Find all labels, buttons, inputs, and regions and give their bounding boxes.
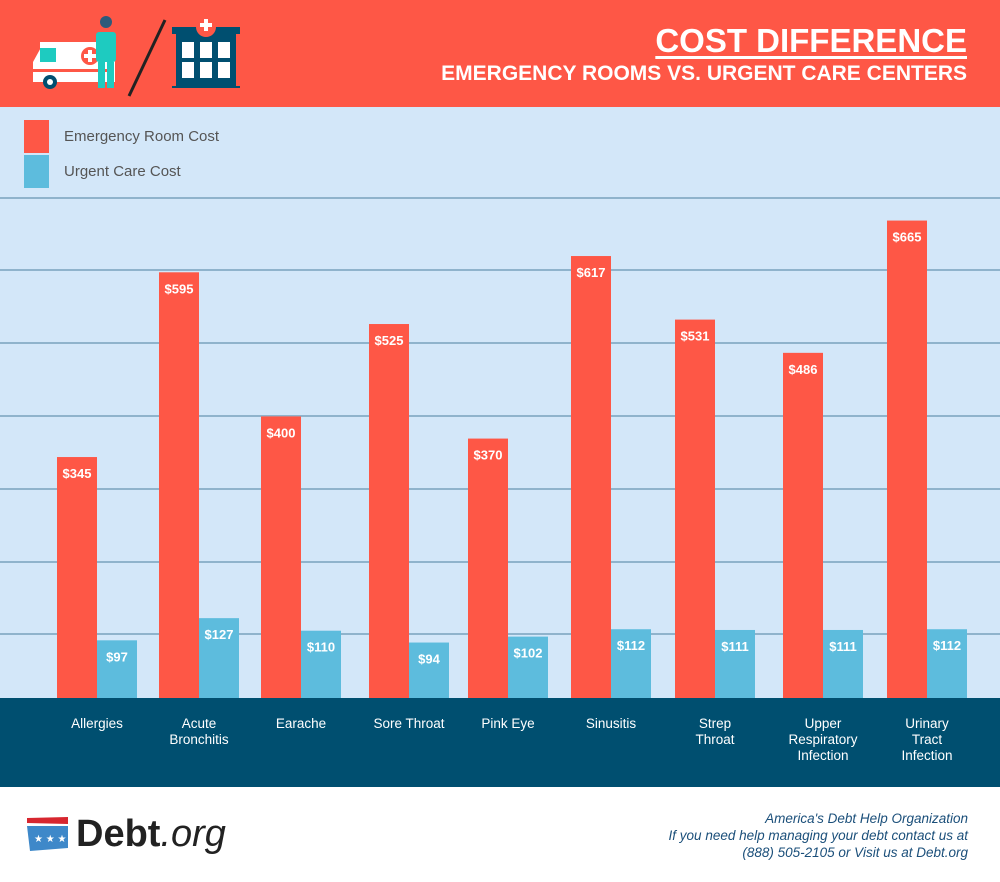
data-label: $110	[307, 640, 335, 655]
ambulance-doctor-icon	[33, 16, 116, 89]
legend-item-er: Emergency Room Cost	[24, 120, 219, 153]
x-tick-label: Earache	[275, 716, 327, 731]
legend-swatch-er	[24, 120, 49, 153]
svg-text:★ ★ ★: ★ ★ ★	[34, 834, 66, 845]
uc-bar	[199, 618, 239, 698]
data-label: $102	[514, 646, 543, 661]
bar-chart: $345 $97 $595 $127 $400 $110 $525 $94 $370 $102 $6…	[0, 197, 1000, 698]
data-label: $595	[165, 281, 194, 296]
uc-bar	[97, 640, 137, 698]
data-label: $525	[375, 333, 404, 348]
x-tick-label: Urinary Tract Infection	[901, 716, 953, 763]
uc-bar	[301, 630, 341, 698]
x-tick-label: Sore Throat	[373, 716, 445, 731]
debt-org-logo: ★ ★ ★ Debt.org	[26, 808, 236, 863]
uc-bar	[611, 629, 651, 698]
x-tick-label: Allergies	[71, 716, 123, 731]
hospital-icon	[172, 18, 240, 88]
legend-swatch-uc	[24, 155, 49, 188]
data-label: $127	[205, 627, 234, 642]
er-bar	[468, 438, 508, 698]
data-label: $370	[474, 448, 503, 463]
data-label: $94	[418, 652, 440, 667]
data-label: $486	[789, 362, 818, 377]
plot-area: Emergency Room Cost Urgent Care Cost $34…	[0, 107, 1000, 698]
er-bar	[57, 457, 97, 698]
x-tick-label: Sinusitis	[585, 716, 637, 731]
er-bar	[369, 324, 409, 698]
er-bar	[261, 416, 301, 698]
x-axis-band: Allergies Acute Bronchitis Earache Sore Thro…	[0, 698, 1000, 787]
data-label: $617	[577, 265, 606, 280]
er-bar	[159, 272, 199, 698]
x-tick-label: Upper Respiratory Infection	[788, 716, 858, 763]
header-banner: COST DIFFERENCE EMERGENCY ROOMS VS. URGE…	[0, 0, 1000, 107]
legend-item-uc: Urgent Care Cost	[24, 155, 181, 188]
data-label: $531	[681, 329, 710, 344]
er-bar	[783, 352, 823, 698]
legend-label-uc: Urgent Care Cost	[64, 163, 181, 180]
svg-text:Debt.org: Debt.org	[76, 813, 226, 855]
footer-line-2: If you need help managing your debt cont…	[668, 828, 968, 843]
chart-title: COST DIFFERENCE	[655, 22, 967, 59]
data-label: $112	[617, 638, 645, 653]
data-label: $97	[106, 649, 128, 664]
data-label: $400	[267, 425, 296, 440]
uc-bar	[715, 629, 755, 698]
x-tick-label: Pink Eye	[481, 716, 535, 731]
data-label: $112	[933, 638, 961, 653]
uc-bar	[508, 636, 548, 698]
legend-label-er: Emergency Room Cost	[64, 128, 220, 145]
uc-bar	[409, 642, 449, 698]
x-tick-label: Acute Bronchitis	[169, 716, 229, 747]
er-bar	[571, 256, 611, 698]
uc-bar	[927, 629, 967, 698]
footer-line-3: (888) 505-2105 or Visit us at Debt.org	[742, 845, 968, 860]
chart-subtitle: EMERGENCY ROOMS VS. URGENT CARE CENTERS	[441, 62, 967, 85]
footer-line-1: America's Debt Help Organization	[765, 811, 968, 826]
footer-contact: America's Debt Help Organization If you …	[669, 810, 968, 861]
er-bar	[887, 220, 927, 698]
uc-bar	[823, 629, 863, 698]
data-label: $111	[721, 639, 749, 654]
x-tick-label: Strep Throat	[695, 716, 735, 747]
data-label: $665	[893, 230, 922, 245]
data-label: $111	[829, 639, 857, 654]
data-label: $345	[63, 466, 92, 481]
er-bar	[675, 319, 715, 698]
slash-divider	[127, 19, 167, 97]
